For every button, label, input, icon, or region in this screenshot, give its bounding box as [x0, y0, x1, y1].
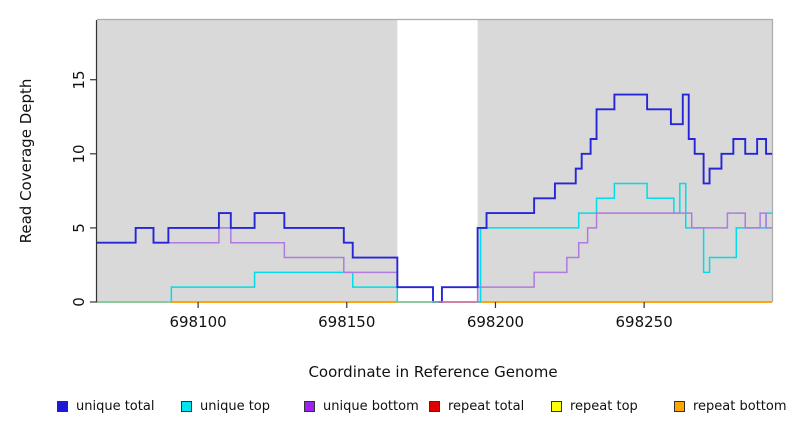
x-tick-label: 698250 [615, 313, 673, 331]
legend-swatch-icon [181, 400, 192, 412]
legend-label: repeat bottom [693, 398, 787, 414]
y-tick-label: 15 [70, 70, 88, 90]
legend: unique total unique top unique bottom repea… [0, 396, 792, 420]
x-axis-title: Coordinate in Reference Genome [308, 363, 558, 381]
plot-border [97, 18, 774, 302]
series-unique-total [97, 93, 772, 303]
series-unique-top [97, 182, 772, 303]
legend-swatch-icon [551, 400, 562, 412]
legend-label: repeat total [448, 398, 525, 414]
legend-swatch-icon [304, 400, 315, 412]
y-tick-label: 10 [70, 144, 88, 164]
legend-item: unique top [181, 396, 270, 416]
legend-label: repeat top [570, 398, 638, 414]
legend-item: repeat top [551, 396, 638, 416]
y-tick-label: 5 [70, 223, 88, 233]
legend-item: repeat total [429, 396, 524, 416]
legend-label: unique bottom [323, 398, 419, 414]
x-tick-label: 698200 [466, 313, 525, 331]
x-tick-label: 698100 [169, 313, 227, 331]
legend-swatch-icon [429, 400, 440, 412]
legend-label: unique top [200, 398, 271, 414]
y-tick-label: 0 [70, 297, 88, 307]
legend-item: unique total [57, 396, 154, 416]
legend-swatch-icon [674, 400, 685, 412]
legend-item: repeat bottom [674, 396, 787, 416]
y-axis-title: Read Coverage Depth [17, 78, 35, 244]
highlight-band [397, 20, 478, 302]
legend-item: unique bottom [304, 396, 419, 416]
legend-label: unique total [76, 398, 155, 414]
legend-swatch-icon [57, 400, 68, 412]
series-unique-bottom [97, 212, 772, 303]
x-tick-label: 698150 [318, 313, 376, 331]
